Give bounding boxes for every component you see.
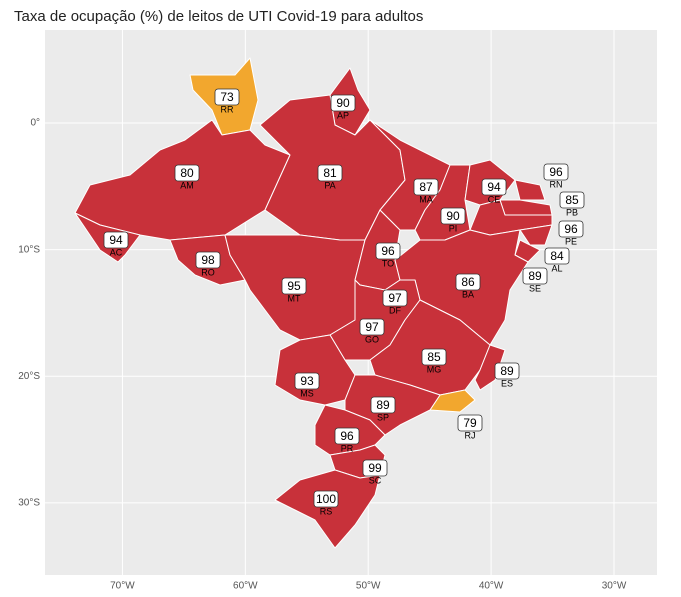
y-tick-label: 10°S xyxy=(18,244,40,255)
y-tick-label: 20°S xyxy=(18,371,40,382)
state-abbr: SE xyxy=(529,283,541,293)
state-abbr: GO xyxy=(365,334,379,344)
state-value: 89 xyxy=(500,364,514,378)
y-tick-label: 0° xyxy=(30,118,40,129)
value-box xyxy=(294,372,320,390)
state-abbr: PR xyxy=(341,443,354,453)
value-box xyxy=(455,273,481,291)
state-abbr: RR xyxy=(221,104,234,114)
value-box xyxy=(362,459,388,477)
state-value: 96 xyxy=(549,165,563,179)
state-value: 73 xyxy=(220,90,234,104)
value-box xyxy=(543,163,569,181)
state-abbr: RO xyxy=(201,267,215,277)
value-box xyxy=(330,94,356,112)
value-box xyxy=(544,247,570,265)
state-value: 84 xyxy=(550,249,564,263)
state-abbr: BA xyxy=(462,289,474,299)
state-abbr: RJ xyxy=(465,430,476,440)
state-abbr: MT xyxy=(288,293,301,303)
state-value: 80 xyxy=(180,166,194,180)
state-value: 89 xyxy=(376,398,390,412)
state-abbr: SP xyxy=(377,412,389,422)
state-value: 85 xyxy=(565,193,579,207)
state-value: 87 xyxy=(419,180,433,194)
x-tick-label: 70°W xyxy=(110,581,135,592)
state-value: 85 xyxy=(427,350,441,364)
x-tick-label: 40°W xyxy=(479,581,504,592)
map-title: Taxa de ocupação (%) de leitos de UTI Co… xyxy=(14,8,423,25)
state-abbr: SC xyxy=(369,475,382,485)
state-value: 94 xyxy=(487,180,501,194)
value-box xyxy=(317,164,343,182)
value-box xyxy=(359,318,385,336)
state-abbr: AM xyxy=(180,180,194,190)
state-value: 90 xyxy=(446,209,460,223)
state-value: 96 xyxy=(381,244,395,258)
state-value: 86 xyxy=(461,275,475,289)
value-box xyxy=(375,242,401,260)
state-value: 93 xyxy=(300,374,314,388)
state-value: 89 xyxy=(528,269,542,283)
state-abbr: CE xyxy=(488,194,501,204)
value-box xyxy=(174,164,200,182)
state-value: 99 xyxy=(368,461,382,475)
state-area xyxy=(519,224,553,246)
value-box xyxy=(457,414,483,432)
state-value: 95 xyxy=(287,279,301,293)
state-abbr: MA xyxy=(419,194,433,204)
state-value: 97 xyxy=(365,320,379,334)
value-box xyxy=(413,178,439,196)
value-box xyxy=(281,277,307,295)
value-box xyxy=(313,490,339,508)
state-abbr: PI xyxy=(449,223,458,233)
value-box xyxy=(481,178,507,196)
state-abbr: MS xyxy=(300,388,314,398)
state-abbr: RN xyxy=(550,179,563,189)
value-box xyxy=(421,348,447,366)
state-abbr: DF xyxy=(389,305,401,315)
state-abbr: PE xyxy=(565,236,577,246)
x-tick-label: 60°W xyxy=(233,581,258,592)
state-abbr: MG xyxy=(427,364,442,374)
state-value: 90 xyxy=(336,96,350,110)
value-box xyxy=(382,289,408,307)
x-tick-label: 50°W xyxy=(356,581,381,592)
state-area xyxy=(514,179,546,201)
state-value: 100 xyxy=(316,492,336,506)
value-box xyxy=(370,396,396,414)
state-area xyxy=(474,344,506,391)
state-value: 94 xyxy=(109,233,123,247)
state-value: 98 xyxy=(201,253,215,267)
state-value: 96 xyxy=(340,429,354,443)
state-value: 79 xyxy=(463,416,477,430)
state-abbr: PB xyxy=(566,207,578,217)
state-abbr: AC xyxy=(110,247,123,257)
state-value: 81 xyxy=(323,166,337,180)
x-tick-label: 30°W xyxy=(602,581,627,592)
state-abbr: ES xyxy=(501,378,513,388)
state-value: 96 xyxy=(564,222,578,236)
value-box xyxy=(494,362,520,380)
value-box xyxy=(440,207,466,225)
state-abbr: AP xyxy=(337,110,349,120)
y-tick-label: 30°S xyxy=(18,497,40,508)
value-box xyxy=(522,267,548,285)
state-abbr: AL xyxy=(551,263,562,273)
state-abbr: TO xyxy=(382,258,394,268)
state-abbr: PA xyxy=(324,180,335,190)
value-box xyxy=(214,88,240,106)
state-abbr: RS xyxy=(320,506,333,516)
value-box xyxy=(558,220,584,238)
value-box xyxy=(559,191,585,209)
value-box xyxy=(195,251,221,269)
value-box xyxy=(103,231,129,249)
value-box xyxy=(334,427,360,445)
state-value: 97 xyxy=(388,291,402,305)
